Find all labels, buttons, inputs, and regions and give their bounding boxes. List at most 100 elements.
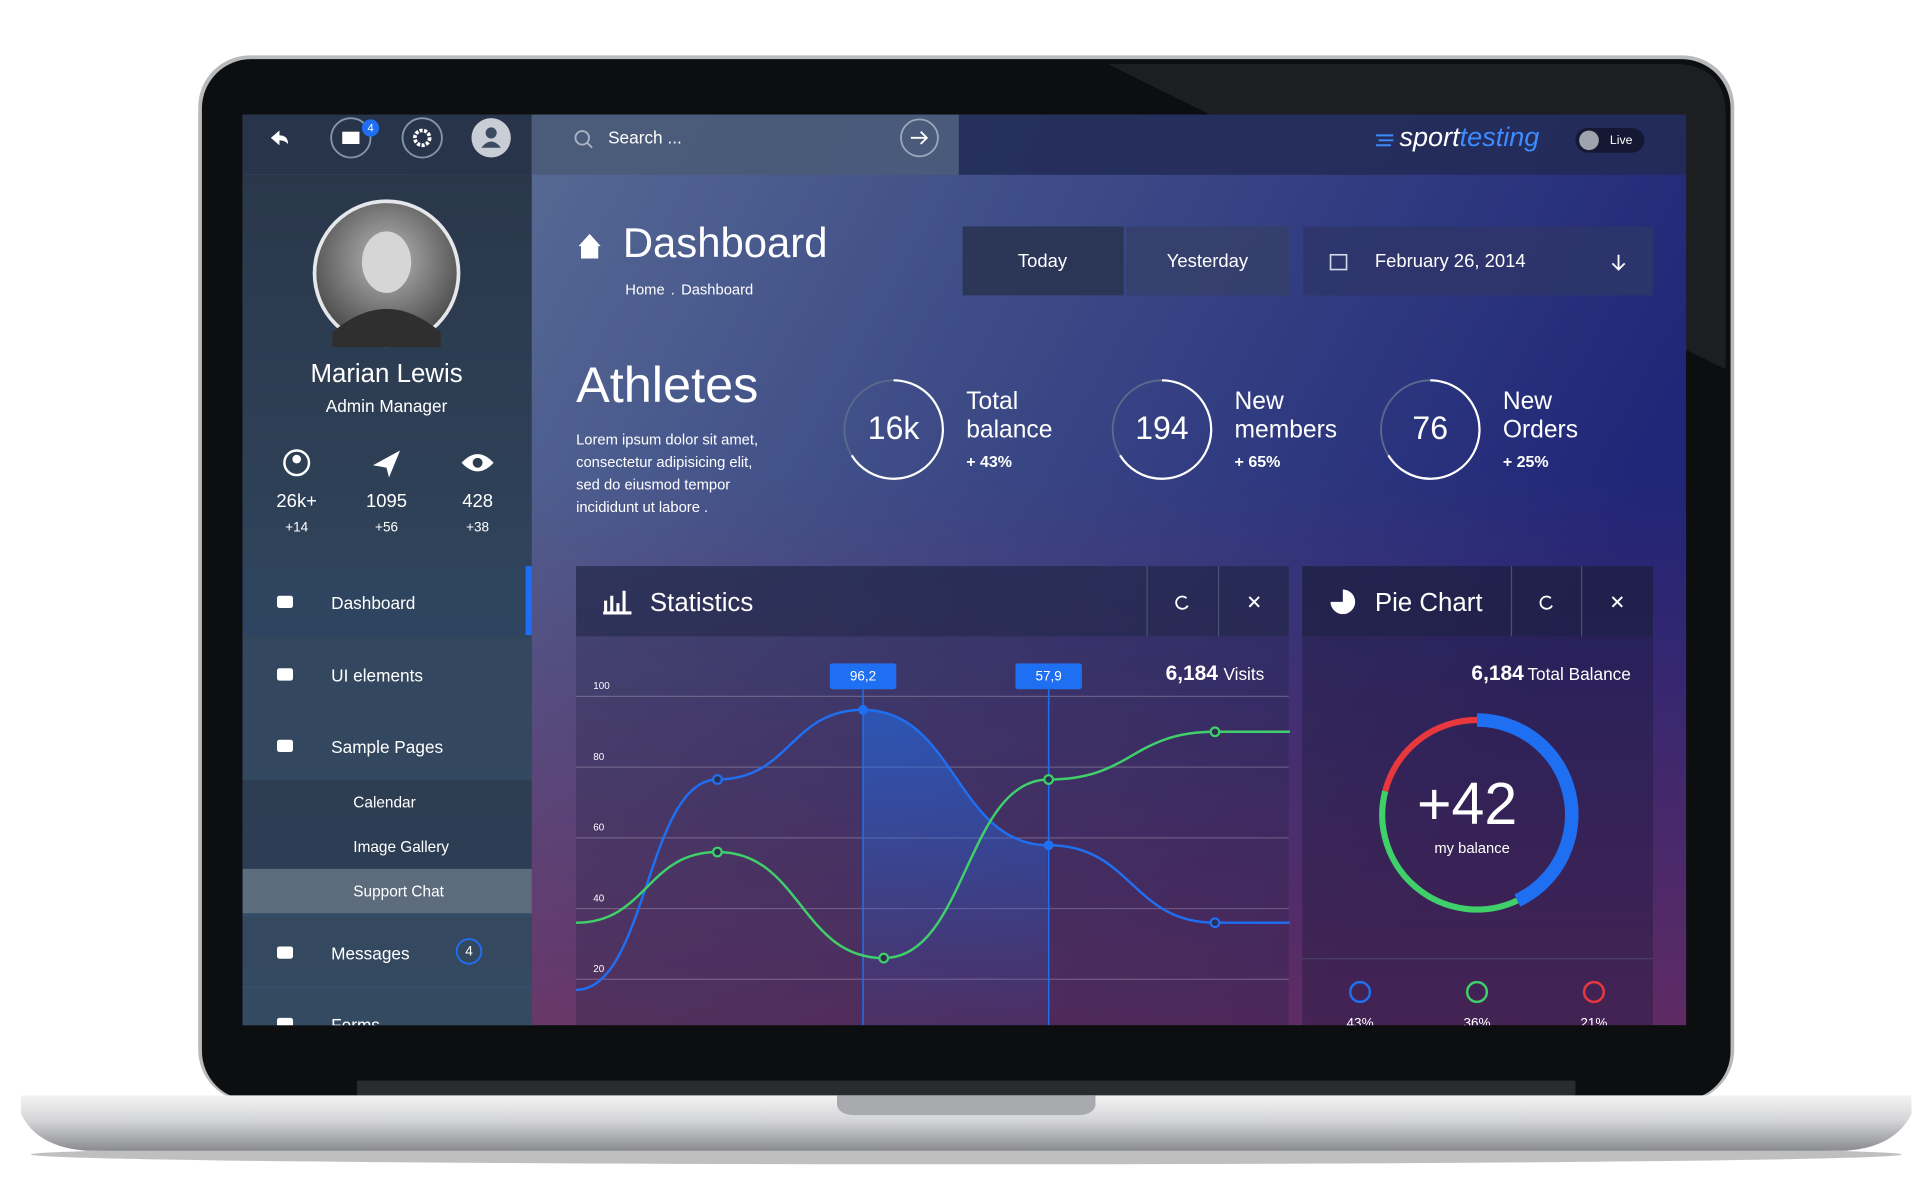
y-tick-label: 100	[593, 681, 610, 692]
kpi-arc	[850, 379, 944, 480]
nav-label: Forms	[331, 1015, 380, 1035]
point	[712, 846, 723, 858]
kpi-arc	[1119, 379, 1213, 480]
profile-button[interactable]	[471, 118, 511, 158]
athletes-text-line: sed do eiusmod tempor	[576, 478, 730, 494]
base-notch	[837, 1095, 1096, 1116]
button-label: Yesterday	[1167, 250, 1249, 271]
back-button[interactable]	[270, 130, 289, 146]
mail-button[interactable]: 4	[330, 117, 380, 159]
date-dropdown	[1611, 254, 1626, 271]
profile-stats: 26k+ +14 1095 +56 428 +38	[276, 490, 493, 535]
nav-badge	[455, 938, 483, 965]
avatar-jacket	[332, 308, 441, 348]
breadcrumb-item[interactable]: Home	[625, 282, 664, 298]
live-toggle[interactable]: Live	[1575, 128, 1645, 153]
pie-center-label: my balance	[1434, 841, 1509, 857]
subnav-bg	[242, 780, 532, 825]
date-label: February 26, 2014	[1375, 250, 1526, 271]
gear-icon	[413, 128, 432, 148]
breadcrumb: Home. Dashboard	[625, 282, 753, 298]
point	[878, 952, 890, 964]
subnav-bg	[242, 868, 532, 914]
top-bar-right	[958, 114, 1687, 175]
statistics-total: 6,184	[1166, 662, 1219, 685]
refresh-button[interactable]	[1539, 595, 1553, 610]
screen: 4 Search ... sporttesting Live Ma	[242, 114, 1687, 1057]
statistics-chart: 100 80 60 40 20 96,2 57,9	[576, 663, 1290, 1026]
athletes-text-line: incididunt ut labore .	[576, 500, 708, 516]
pie-panel	[1302, 566, 1653, 1026]
point	[1209, 917, 1221, 929]
nav-icon	[277, 595, 293, 608]
brand: sporttesting	[1399, 121, 1539, 152]
nav-item[interactable]: Messages 4	[242, 916, 532, 986]
series-area	[862, 709, 1048, 1026]
kpi-change: + 65%	[1235, 454, 1281, 471]
hinge	[357, 1080, 1576, 1096]
range-today[interactable]: Today	[962, 226, 1124, 296]
value-label: 57,9	[1035, 669, 1061, 684]
point	[712, 774, 723, 785]
brand-mark	[1376, 134, 1394, 147]
subnav-bg	[242, 824, 532, 869]
nav-item[interactable]: Dashboard	[242, 566, 532, 636]
kpi-label: New	[1503, 388, 1552, 415]
refresh-button[interactable]	[1175, 595, 1189, 610]
settings-button[interactable]	[401, 117, 443, 159]
value-label-box	[829, 663, 897, 690]
close-button[interactable]	[1611, 596, 1623, 608]
kpi-label: members	[1235, 416, 1338, 443]
search-input[interactable]: Search ...	[608, 128, 682, 148]
toggle-knob	[1579, 130, 1599, 151]
stat-change: +56	[375, 520, 398, 535]
user-head	[485, 127, 497, 139]
nav-label: Dashboard	[331, 593, 415, 613]
views-icon-pupil	[472, 457, 483, 468]
pie-title: Pie Chart	[1375, 589, 1483, 617]
pie-total: 6,184	[1471, 662, 1524, 685]
nav-badge-count: 4	[465, 944, 473, 959]
nav-label: Messages	[331, 944, 409, 964]
kpi-value: 76	[1412, 410, 1448, 446]
profile-stat-icons	[283, 449, 494, 478]
kpi-arc	[1387, 379, 1481, 480]
nav-icon	[277, 946, 293, 959]
legend-label: 43%	[1347, 1016, 1374, 1031]
nav-item[interactable]: UI elements	[242, 638, 532, 708]
search-submit-arrow	[910, 131, 929, 145]
kpi-label: Orders	[1503, 416, 1578, 443]
base	[21, 1095, 1912, 1151]
followers-icon-head	[292, 454, 301, 464]
statistics-header	[576, 566, 1289, 637]
pie-chart: 43% 36% 21%	[1347, 713, 1607, 1031]
legend-label: 21%	[1580, 1016, 1607, 1031]
mail-badge-count: 4	[367, 123, 373, 135]
avatar-face	[361, 231, 412, 293]
nav-item[interactable]: Sample Pages	[242, 710, 532, 780]
subnav-label[interactable]: Calendar	[353, 795, 415, 812]
statistics-icon	[603, 590, 632, 615]
statistics-title: Statistics	[650, 589, 753, 617]
stat-value: 1095	[366, 490, 407, 511]
athletes-title: Athletes	[576, 356, 758, 413]
subnav-label[interactable]: Image Gallery	[353, 839, 449, 856]
search-submit[interactable]	[900, 118, 939, 158]
close-button[interactable]	[1248, 596, 1260, 608]
date-picker[interactable]: February 26, 2014	[1303, 226, 1653, 296]
range-yesterday[interactable]: Yesterday	[1126, 226, 1289, 296]
nav-label: Sample Pages	[331, 737, 443, 757]
button-label: Today	[1018, 250, 1068, 271]
y-tick-label: 40	[593, 893, 604, 904]
nav-item[interactable]: Forms	[242, 988, 532, 1057]
brand-prefix: sport	[1399, 121, 1461, 152]
mail-badge	[361, 119, 380, 137]
kpi-label: New	[1235, 388, 1284, 415]
stat-value: 428	[462, 490, 493, 511]
stat-value: 26k+	[276, 490, 317, 511]
athletes-text: Lorem ipsum dolor sit amet, consectetur a…	[576, 433, 758, 517]
kpi-value: 194	[1135, 410, 1188, 446]
pie-icon	[1330, 589, 1356, 615]
subnav-label[interactable]: Support Chat	[353, 883, 444, 900]
followers-icon	[283, 449, 311, 477]
